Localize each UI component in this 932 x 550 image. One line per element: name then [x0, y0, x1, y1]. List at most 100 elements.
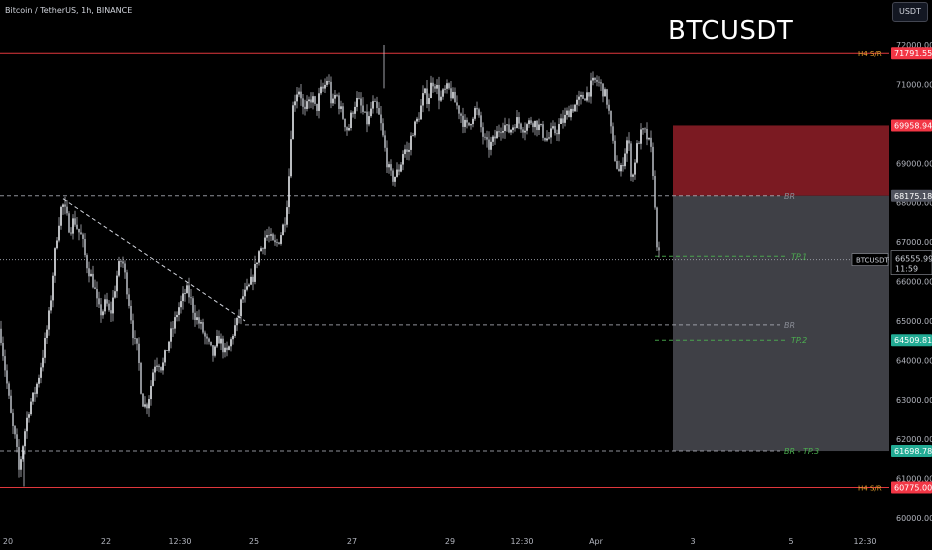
- candle-body: [640, 129, 642, 144]
- target-label: TP.2: [791, 336, 807, 345]
- candle-body: [294, 101, 296, 106]
- currency-button[interactable]: USDT: [892, 2, 928, 22]
- candle-body: [444, 88, 446, 90]
- candle-body: [614, 140, 616, 162]
- candle-body: [326, 80, 328, 85]
- candle-body: [636, 143, 638, 163]
- candle-body: [384, 135, 386, 148]
- x-tick-label: Apr: [589, 537, 604, 546]
- candle-body: [386, 147, 388, 168]
- y-tick-label: 67000.00: [896, 238, 932, 247]
- candle-body: [192, 298, 194, 313]
- candle-body: [92, 273, 94, 288]
- candle-body: [446, 83, 448, 89]
- candle-body: [366, 111, 368, 125]
- candle-body: [236, 317, 238, 326]
- candle-body: [548, 137, 550, 139]
- x-tick-label: 27: [347, 537, 357, 546]
- candle-body: [164, 350, 166, 363]
- candle-body: [434, 86, 436, 89]
- candle-body: [78, 228, 80, 233]
- candle-body: [118, 261, 120, 276]
- candle-body: [602, 83, 604, 97]
- candle-body: [80, 232, 82, 235]
- x-tick-label: 12:30: [853, 537, 876, 546]
- candle-body: [264, 237, 266, 249]
- candle-body: [72, 218, 74, 234]
- candle-body: [562, 118, 564, 123]
- candle-body: [328, 80, 330, 82]
- candle-body: [442, 89, 444, 97]
- candle-body: [250, 276, 252, 285]
- candle-body: [604, 89, 606, 97]
- candle-body: [340, 106, 342, 109]
- candle-body: [266, 235, 268, 238]
- candle-body: [152, 372, 154, 386]
- candle-body: [12, 412, 14, 427]
- candle-body: [502, 130, 504, 133]
- candle-body: [84, 239, 86, 256]
- candle-body: [462, 115, 464, 127]
- candle-body: [484, 136, 486, 138]
- candle-body: [426, 88, 428, 105]
- candle-body: [282, 224, 284, 236]
- current-price-tag: [890, 250, 932, 275]
- level-label: BR - TP.3: [784, 447, 819, 456]
- candle-body: [578, 96, 580, 100]
- x-tick-label: 22: [101, 537, 111, 546]
- level-label: BR: [784, 321, 795, 330]
- candle-body: [642, 128, 644, 130]
- candle-body: [144, 404, 146, 407]
- candle-body: [438, 84, 440, 101]
- candle-body: [560, 118, 562, 125]
- price-tag: [891, 334, 932, 347]
- candle-body: [314, 96, 316, 104]
- candle-body: [292, 105, 294, 140]
- candle-body: [500, 132, 502, 134]
- candle-body: [308, 99, 310, 102]
- candle-body: [440, 96, 442, 101]
- candle-body: [568, 110, 570, 118]
- x-tick-label: 5: [788, 537, 793, 546]
- candle-body: [348, 128, 350, 131]
- candle-body: [620, 164, 622, 172]
- candle-body: [482, 127, 484, 137]
- candle-body: [166, 350, 168, 351]
- candle-body: [558, 124, 560, 135]
- candle-body: [350, 112, 352, 129]
- candle-body: [358, 97, 360, 99]
- candle-body: [522, 129, 524, 133]
- candle-body: [204, 332, 206, 337]
- candle-body: [248, 284, 250, 287]
- candle-body: [396, 169, 398, 177]
- candle-body: [644, 128, 646, 130]
- candle-body: [464, 119, 466, 127]
- level-label: H4 S/R: [858, 484, 882, 492]
- candle-body: [70, 232, 72, 234]
- candle-body: [610, 110, 612, 127]
- candle-body: [318, 93, 320, 111]
- candle-body: [398, 169, 400, 172]
- candle-body: [550, 128, 552, 138]
- y-tick-label: 69000.00: [896, 159, 932, 168]
- candle-body: [448, 83, 450, 89]
- candle-body: [454, 91, 456, 103]
- candle-body: [246, 286, 248, 290]
- price-tag-text: 69958.94: [894, 121, 932, 130]
- candle-body: [618, 168, 620, 172]
- candle-body: [530, 120, 532, 124]
- candle-body: [630, 143, 632, 177]
- candle-body: [380, 114, 382, 124]
- candle-body: [342, 106, 344, 119]
- candle-body: [20, 459, 22, 470]
- candle-body: [132, 320, 134, 339]
- candle-body: [234, 325, 236, 336]
- candle-body: [388, 164, 390, 168]
- candle-body: [224, 347, 226, 353]
- candle-body: [220, 338, 222, 344]
- candle-body: [556, 133, 558, 135]
- candle-body: [468, 122, 470, 126]
- candle-body: [22, 446, 24, 460]
- candle-body: [404, 149, 406, 155]
